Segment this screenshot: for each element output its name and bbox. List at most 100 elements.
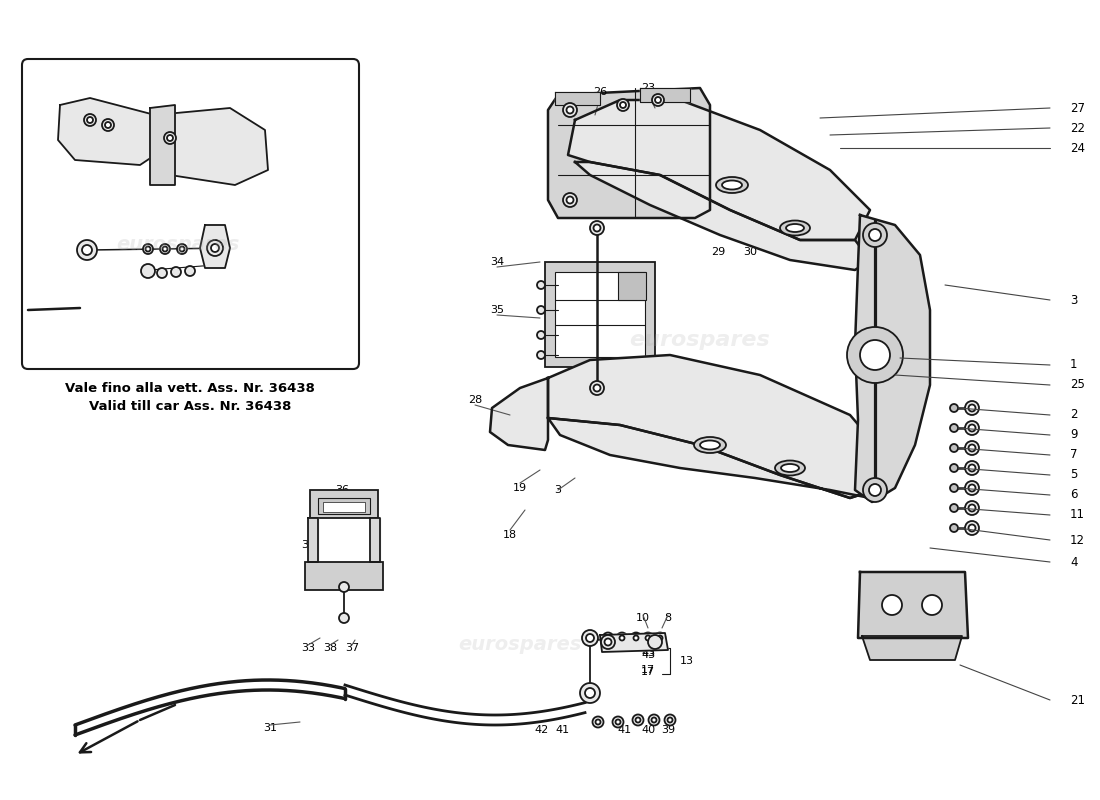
Text: 24: 24 (1070, 142, 1085, 154)
Circle shape (668, 718, 672, 722)
Polygon shape (150, 105, 175, 185)
Circle shape (619, 635, 625, 641)
Circle shape (601, 635, 615, 649)
Circle shape (847, 327, 903, 383)
Circle shape (170, 267, 182, 277)
Circle shape (141, 264, 155, 278)
Polygon shape (556, 92, 600, 105)
Text: 16: 16 (262, 331, 276, 341)
Polygon shape (58, 98, 170, 165)
Text: 21: 21 (1070, 694, 1085, 706)
Text: 3: 3 (554, 485, 561, 495)
Circle shape (649, 714, 660, 726)
Circle shape (563, 193, 578, 207)
Bar (618, 272, 646, 300)
Circle shape (646, 635, 650, 641)
Ellipse shape (694, 437, 726, 453)
Text: 33: 33 (301, 643, 315, 653)
Circle shape (164, 132, 176, 144)
Circle shape (654, 97, 661, 103)
Circle shape (566, 197, 573, 203)
Circle shape (664, 714, 675, 726)
Text: 22: 22 (1070, 122, 1085, 134)
Polygon shape (862, 636, 962, 660)
Circle shape (869, 484, 881, 496)
Text: 18: 18 (503, 530, 517, 540)
Circle shape (968, 465, 976, 471)
Text: 15: 15 (262, 349, 276, 359)
Text: 17: 17 (641, 667, 656, 677)
Text: 28: 28 (468, 395, 482, 405)
Circle shape (642, 633, 653, 643)
Circle shape (211, 244, 219, 252)
Circle shape (605, 635, 610, 641)
Circle shape (616, 719, 620, 725)
Circle shape (104, 122, 111, 128)
Circle shape (160, 244, 170, 254)
Bar (323, 502, 365, 512)
Ellipse shape (786, 224, 804, 232)
Text: 13: 13 (680, 656, 694, 666)
Text: 17: 17 (262, 313, 276, 323)
Bar (310, 490, 378, 518)
Polygon shape (548, 88, 710, 218)
Circle shape (143, 244, 153, 254)
Circle shape (613, 717, 624, 727)
Circle shape (950, 504, 958, 512)
Text: 4: 4 (1070, 555, 1078, 569)
Text: 27: 27 (1070, 102, 1085, 114)
Text: eurospares: eurospares (459, 635, 582, 654)
Circle shape (537, 331, 544, 339)
Circle shape (632, 714, 644, 726)
Circle shape (965, 521, 979, 535)
Circle shape (102, 119, 114, 131)
Circle shape (965, 481, 979, 495)
Circle shape (167, 135, 173, 141)
Text: 41: 41 (554, 725, 569, 735)
Text: 10: 10 (636, 613, 650, 623)
Circle shape (594, 385, 601, 391)
Text: 41: 41 (618, 725, 632, 735)
Circle shape (968, 505, 976, 511)
Circle shape (965, 441, 979, 455)
Circle shape (620, 102, 626, 108)
Circle shape (965, 461, 979, 475)
Bar (305, 562, 383, 590)
Circle shape (950, 444, 958, 452)
Circle shape (177, 244, 187, 254)
Ellipse shape (722, 181, 742, 190)
Circle shape (537, 306, 544, 314)
Circle shape (593, 717, 604, 727)
Circle shape (652, 94, 664, 106)
Text: 40: 40 (641, 725, 656, 735)
Circle shape (594, 225, 601, 231)
Circle shape (566, 106, 573, 114)
Circle shape (950, 424, 958, 432)
Circle shape (590, 221, 604, 235)
Circle shape (582, 630, 598, 646)
Circle shape (864, 223, 887, 247)
Circle shape (87, 117, 94, 123)
Circle shape (968, 405, 976, 411)
Polygon shape (200, 225, 230, 268)
Circle shape (922, 595, 942, 615)
Text: 42: 42 (535, 725, 549, 735)
Circle shape (603, 633, 614, 643)
Text: 25: 25 (1070, 378, 1085, 391)
Polygon shape (640, 88, 690, 102)
Text: 23: 23 (641, 83, 656, 93)
Circle shape (654, 633, 666, 643)
Ellipse shape (776, 461, 805, 475)
Circle shape (965, 501, 979, 515)
Circle shape (339, 582, 349, 592)
Circle shape (145, 246, 151, 251)
Text: Valid till car Ass. Nr. 36438: Valid till car Ass. Nr. 36438 (89, 399, 292, 413)
Circle shape (658, 635, 662, 641)
Polygon shape (370, 518, 379, 562)
Text: 17: 17 (641, 665, 656, 675)
Text: 6: 6 (1070, 489, 1078, 502)
Circle shape (339, 613, 349, 623)
Circle shape (185, 266, 195, 276)
Polygon shape (308, 518, 318, 562)
Circle shape (595, 719, 601, 725)
